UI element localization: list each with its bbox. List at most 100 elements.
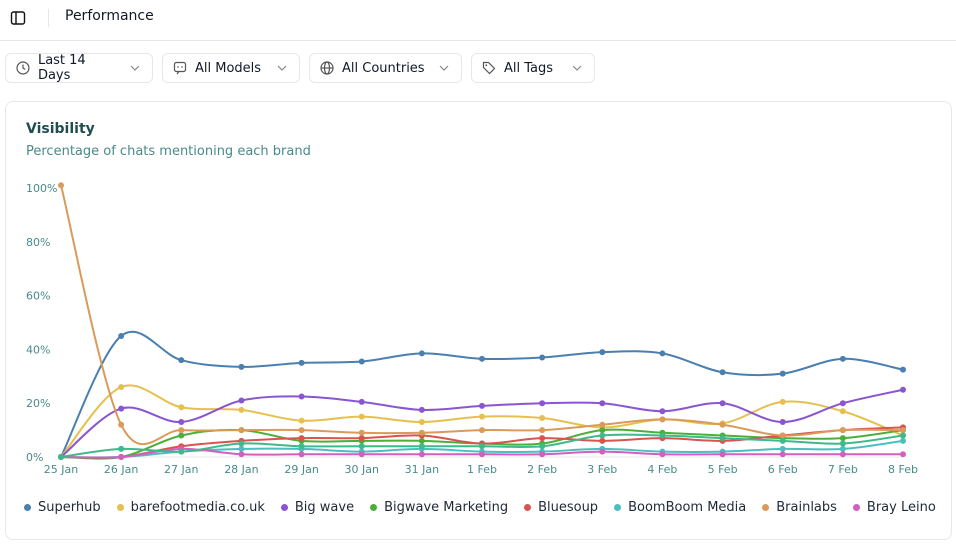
data-point [118,384,125,391]
data-point [659,432,666,439]
legend-label: Big wave [294,500,355,515]
data-point [539,451,546,458]
visibility-card: Visibility Percentage of chats mentionin… [5,101,952,540]
legend-swatch [524,504,532,511]
filter-label: Last 14 Days [37,53,86,83]
data-point [719,369,726,376]
data-point [178,357,185,364]
data-point [238,363,245,370]
data-point [298,417,305,424]
data-point [418,437,425,444]
data-point [659,350,666,357]
y-tick-label: 80% [26,236,50,249]
data-point [418,406,425,413]
data-point [238,445,245,452]
data-point [178,427,185,434]
data-point [839,440,846,447]
data-point [779,451,786,458]
legend-label: Bray Leino [866,500,936,515]
data-point [719,400,726,407]
series-line [60,330,904,458]
data-point [539,427,546,434]
legend-item[interactable]: Bluesoup [524,500,598,515]
y-tick-label: 0% [26,451,43,464]
date-filter[interactable]: Last 14 Days [5,53,153,83]
data-point [118,445,125,452]
legend-swatch [614,504,622,511]
data-point [238,427,245,434]
legend-item[interactable]: Big wave [280,500,355,515]
data-point [719,435,726,442]
data-point [298,451,305,458]
data-point [659,416,666,423]
page-title: Performance [65,8,154,24]
data-point [178,419,185,426]
filter-label: All Models [195,60,262,76]
data-point [418,443,425,450]
y-tick-label: 40% [26,343,50,356]
legend-item[interactable]: Superhub [24,500,101,515]
x-tick-label: 2 Feb [527,463,557,476]
legend-swatch [24,504,31,511]
data-point [839,400,846,407]
x-tick-label: 30 Jan [344,463,378,476]
data-point [779,432,786,439]
legend-item[interactable]: Brainlabs [762,500,837,515]
data-point [479,402,485,409]
data-point [599,427,606,434]
legend-label: Brainlabs [776,500,837,515]
legend-item[interactable]: BoomBoom Media [614,500,746,515]
model-filter[interactable]: All Models [162,53,300,83]
data-point [178,432,185,439]
data-point [298,393,305,400]
legend-item[interactable]: Bigwave Marketing [370,500,508,515]
tag-filter[interactable]: All Tags [471,53,595,83]
x-tick-label: 25 Jan [44,463,78,476]
data-point [539,400,546,407]
data-point [118,421,125,428]
data-point [118,405,125,412]
data-point [599,432,606,439]
data-point [839,451,846,458]
y-tick-label: 100% [26,182,57,195]
data-point [900,432,906,439]
data-point [238,397,245,404]
data-point [839,445,846,452]
data-point [298,443,305,450]
data-point [900,427,906,434]
data-point [358,398,365,405]
x-tick-label: 27 Jan [164,463,198,476]
data-point [539,354,546,361]
filter-label: All Countries [342,60,425,76]
chart: 0% 20% 40% 60% 80% 100% 25 Jan 26 Jan 27 Jan 28 J… [26,182,918,476]
data-point [298,435,305,442]
legend-swatch [370,504,378,511]
country-filter[interactable]: All Countries [309,53,462,83]
data-point [599,421,606,428]
legend-label: Superhub [38,500,101,515]
x-tick-label: 26 Jan [104,463,138,476]
data-point [779,445,786,452]
data-point [539,443,546,450]
data-point [418,419,425,426]
data-point [599,437,606,444]
x-tick-label: 4 Feb [647,463,677,476]
data-point [298,359,305,366]
data-point [599,448,606,455]
data-point [238,440,245,447]
data-point [479,355,485,362]
data-point [418,451,425,458]
legend-item[interactable]: Bray Leino [852,500,936,515]
legend-item[interactable]: barefootmedia.co.uk [116,500,265,515]
data-point [659,408,666,415]
data-point [118,454,125,460]
chart-subtitle: Percentage of chats mentioning each bran… [26,144,311,159]
data-point [659,451,666,458]
data-point [719,421,726,428]
sidebar-toggle[interactable] [10,10,26,26]
data-point [599,349,606,356]
data-point [719,451,726,458]
separator [48,9,49,27]
data-point [58,454,64,460]
